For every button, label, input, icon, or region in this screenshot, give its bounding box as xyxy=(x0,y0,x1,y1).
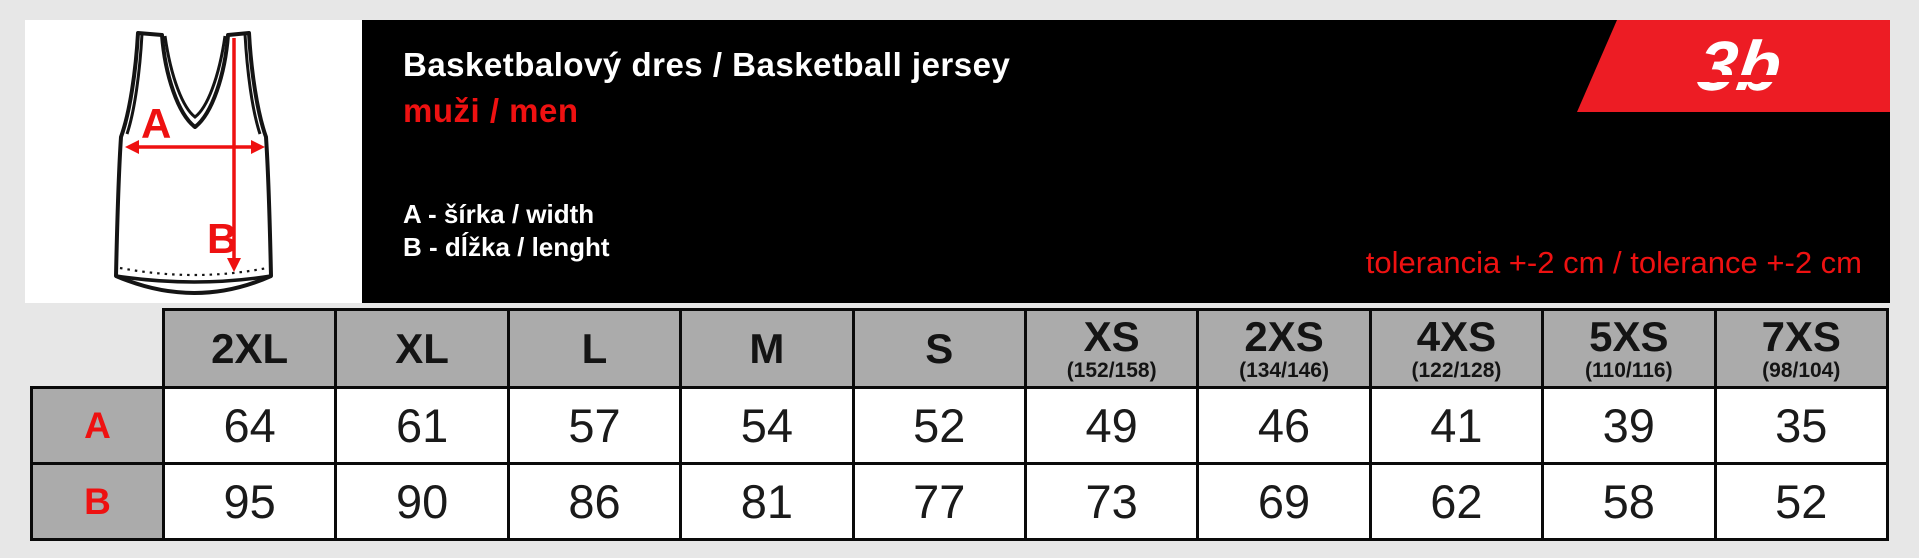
size-column-label: L xyxy=(581,324,608,372)
measurement-cell: 73 xyxy=(1023,462,1200,541)
size-column-label: S xyxy=(925,324,954,372)
size-column-sub: (134/146) xyxy=(1239,358,1329,382)
table-row-length: B 95 90 86 81 77 73 69 62 58 52 xyxy=(30,462,1890,541)
size-column-header-4xs: 4XS (122/128) xyxy=(1368,308,1545,389)
measurement-cell: 86 xyxy=(506,462,683,541)
size-column-label: 2XS xyxy=(1244,312,1324,360)
legend-line-width: A - šírka / width xyxy=(403,199,595,229)
size-column-label: 7XS xyxy=(1761,312,1841,360)
size-column-header-2xl: 2XL xyxy=(161,308,338,389)
measurement-cell: 35 xyxy=(1713,386,1890,465)
size-column-sub: (122/128) xyxy=(1411,358,1502,382)
size-column-header-l: L xyxy=(506,308,683,389)
row-label-b: B xyxy=(30,462,165,541)
length-arrow xyxy=(227,38,241,272)
size-column-header-s: S xyxy=(851,308,1027,389)
measurement-cell: 52 xyxy=(1713,462,1890,541)
jersey-hem-band xyxy=(115,274,272,284)
jersey-diagram-svg: A B xyxy=(114,31,273,295)
jersey-armhole-right-line xyxy=(243,33,262,135)
size-column-sub: (98/104) xyxy=(1762,358,1841,382)
jersey-illustration: A B xyxy=(25,20,362,303)
jersey-collar-inner-line xyxy=(163,35,227,119)
brand-logo: 3b xyxy=(1577,20,1890,112)
measurement-cell: 49 xyxy=(1023,386,1200,465)
tolerance-note: tolerancia +-2 cm / tolerance +-2 cm xyxy=(1365,245,1862,280)
size-column-header-m: M xyxy=(679,308,855,389)
measurement-cell: 58 xyxy=(1541,462,1717,541)
jersey-armhole-left-line xyxy=(125,33,144,135)
measurement-cell: 61 xyxy=(334,386,510,465)
measurement-cell: 39 xyxy=(1541,386,1717,465)
measurement-cell: 52 xyxy=(851,386,1027,465)
measurement-cell: 90 xyxy=(334,462,510,541)
size-column-header-xl: XL xyxy=(334,308,510,389)
brand-logo-text: 3b xyxy=(1692,27,1787,105)
size-column-sub: (152/158) xyxy=(1066,358,1157,382)
size-column-label: 5XS xyxy=(1589,312,1669,360)
size-column-label: XS xyxy=(1083,312,1140,360)
measurement-cell: 77 xyxy=(851,462,1027,541)
length-label: B xyxy=(207,215,237,262)
table-row-width: A 64 61 57 54 52 49 46 41 39 35 xyxy=(30,386,1890,465)
size-column-label: XL xyxy=(395,324,449,372)
brand-logo-stripe xyxy=(1647,75,1838,82)
size-column-header-2xs: 2XS (134/146) xyxy=(1196,308,1372,389)
size-header-row: 2XL XL L M S XS (152/158) 2XS (134/146) 4X… xyxy=(32,308,1890,389)
table-corner xyxy=(32,310,164,388)
measurement-cell: 41 xyxy=(1368,386,1545,465)
measurement-cell: 64 xyxy=(161,386,338,465)
page-subtitle: muži / men xyxy=(403,92,579,129)
size-column-label: 4XS xyxy=(1416,312,1497,360)
size-table: 2XL XL L M S XS (152/158) 2XS (134/146) 4X… xyxy=(30,308,1890,541)
row-label-a: A xyxy=(30,386,165,465)
page-title: Basketbalový dres / Basketball jersey xyxy=(403,46,1011,83)
jersey-hem-dotted-line xyxy=(119,266,268,277)
measurement-legend: A - šírka / width B - dĺžka / lenght xyxy=(403,198,610,264)
measurement-cell: 46 xyxy=(1196,386,1372,465)
measurement-cell: 62 xyxy=(1368,462,1545,541)
size-column-header-xs: XS (152/158) xyxy=(1023,308,1200,389)
measurement-cell: 69 xyxy=(1196,462,1372,541)
size-column-sub: (110/116) xyxy=(1585,358,1673,382)
width-arrow xyxy=(125,140,265,154)
measurement-cell: 95 xyxy=(161,462,338,541)
width-label: A xyxy=(141,100,171,147)
measurement-cell: 81 xyxy=(679,462,855,541)
measurement-cell: 54 xyxy=(679,386,855,465)
size-column-label: M xyxy=(749,324,785,372)
legend-line-length: B - dĺžka / lenght xyxy=(403,232,610,262)
measurement-cell: 57 xyxy=(506,386,683,465)
header-banner: Basketbalový dres / Basketball jersey mu… xyxy=(362,20,1890,303)
size-column-label: 2XL xyxy=(211,324,289,372)
size-column-header-7xs: 7XS (98/104) xyxy=(1713,308,1890,389)
size-column-header-5xs: 5XS (110/116) xyxy=(1541,308,1717,389)
